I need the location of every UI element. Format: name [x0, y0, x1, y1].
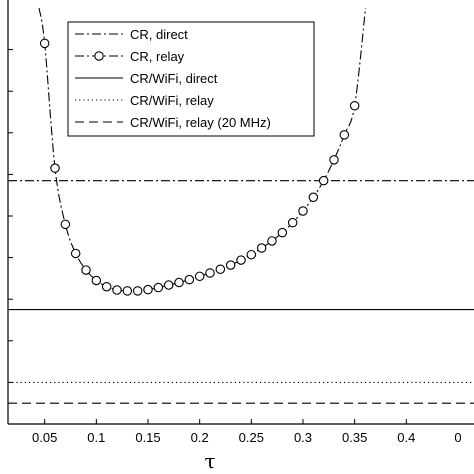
- legend-label: CR/WiFi, relay: [130, 93, 214, 108]
- series-cr-relay-marker: [246, 249, 257, 260]
- series-cr-relay-marker: [101, 281, 112, 292]
- series-cr-relay-marker: [39, 38, 50, 49]
- x-tick-label-partial: 0: [454, 430, 461, 445]
- series-cr-relay-marker: [236, 255, 246, 265]
- legend-box: [67, 21, 315, 137]
- series-cr-relay-marker: [256, 243, 267, 253]
- series-cr-relay-marker: [112, 285, 122, 295]
- series-cr-relay-marker: [349, 101, 360, 111]
- series-cr-relay-marker: [308, 192, 319, 203]
- series-cr-relay-marker: [267, 236, 277, 246]
- series-cr-relay-marker: [132, 286, 143, 296]
- series-cr-relay-marker: [205, 268, 215, 278]
- series-cr-relay-marker: [81, 265, 91, 275]
- series-cr-relay-marker: [163, 280, 174, 290]
- legend-marker: [94, 51, 104, 61]
- series-cr-relay-marker: [143, 284, 153, 295]
- series-cr-relay-marker: [174, 277, 184, 288]
- x-tick-label: 0.25: [239, 430, 264, 445]
- series-cr-relay-marker: [329, 155, 339, 165]
- series-cr-relay-marker: [318, 175, 329, 186]
- x-tick-label: 0.2: [191, 430, 209, 445]
- axis-ticks-layer: [8, 49, 407, 424]
- series-cr-relay-marker: [287, 217, 298, 228]
- x-tick-label: 0.05: [32, 430, 57, 445]
- series-cr-relay-marker: [215, 264, 226, 274]
- series-cr-relay-marker: [91, 275, 102, 286]
- x-tick-label: 0.4: [397, 430, 415, 445]
- series-cr-relay-marker: [153, 282, 164, 293]
- x-tick-label: 0.35: [342, 430, 367, 445]
- legend-label: CR, relay: [130, 49, 185, 64]
- series-cr-relay-marker: [50, 163, 60, 173]
- series-cr-relay-marker: [70, 248, 81, 259]
- legend: CR, direct CR, relay CR/WiFi, direct CR/WiF…: [67, 21, 315, 137]
- x-axis-label: τ: [204, 449, 215, 473]
- x-tick-label: 0.1: [87, 430, 105, 445]
- series-cr-relay-marker: [339, 130, 350, 140]
- series-cr-relay-marker: [122, 286, 133, 296]
- series-cr-relay-marker: [60, 219, 71, 230]
- plot-frame-layer: [7, 0, 474, 425]
- series-cr-relay-marker: [225, 260, 236, 270]
- series-cr-relay-marker: [184, 274, 195, 285]
- series-cr-relay-marker: [277, 227, 288, 238]
- series-cr-relay-marker: [298, 206, 308, 216]
- x-tick-labels: 0.05 0.1 0.15 0.2 0.25 0.3 0.35 0.4 0: [32, 430, 462, 445]
- legend-label: CR/WiFi, direct: [130, 71, 218, 86]
- legend-label: CR/WiFi, relay (20 MHz): [130, 115, 271, 130]
- series-cr-relay-marker: [194, 271, 205, 282]
- x-tick-label: 0.15: [135, 430, 160, 445]
- series-layer: [8, 8, 474, 404]
- legend-label: CR, direct: [130, 27, 188, 42]
- x-tick-label: 0.3: [294, 430, 312, 445]
